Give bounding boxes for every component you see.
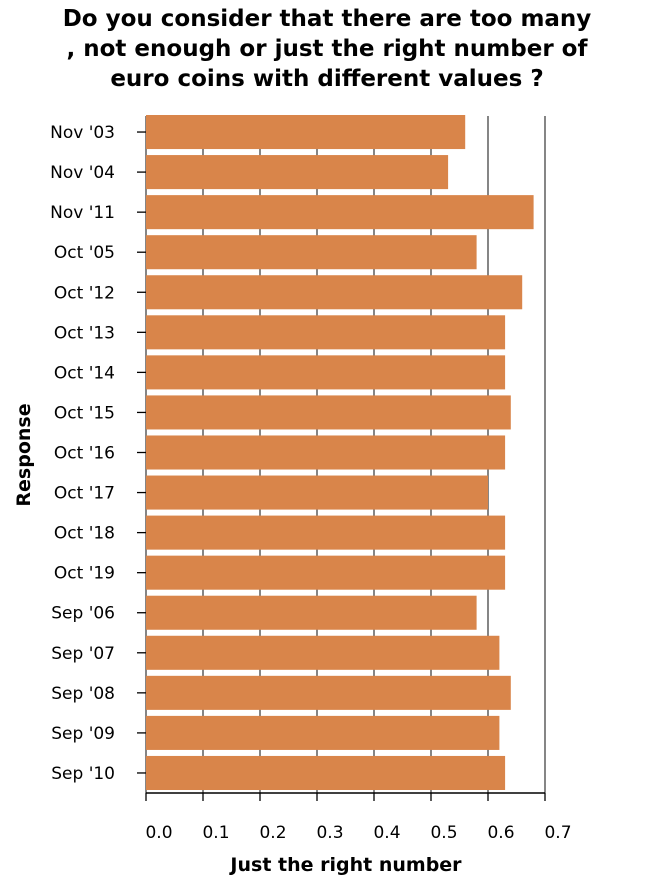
x-tick-label: 0.7 bbox=[544, 823, 571, 843]
bar bbox=[146, 355, 506, 390]
bar bbox=[146, 195, 534, 230]
chart-title: Do you consider that there are too many … bbox=[62, 6, 592, 92]
bar bbox=[146, 275, 523, 310]
bar bbox=[146, 475, 488, 510]
bar bbox=[146, 515, 506, 550]
y-tick-label: Sep '07 bbox=[51, 644, 115, 664]
bars bbox=[146, 115, 534, 790]
bar bbox=[146, 635, 500, 670]
y-tick-label: Oct '14 bbox=[54, 363, 115, 383]
y-tick-label: Sep '10 bbox=[51, 764, 115, 784]
y-tick-label: Oct '15 bbox=[54, 403, 115, 423]
bar bbox=[146, 115, 466, 150]
bar bbox=[146, 595, 477, 630]
bar bbox=[146, 675, 511, 710]
x-axis-title: Just the right number bbox=[228, 854, 462, 876]
x-tick-label: 0.6 bbox=[487, 823, 514, 843]
x-tick-label: 0.0 bbox=[145, 823, 172, 843]
x-tick-label: 0.1 bbox=[202, 823, 229, 843]
bar bbox=[146, 435, 506, 470]
tick-labels: 0.0 0.1 0.2 0.3 0.4 0.5 0.6 0.7 Nov '03 Nov '04 No… bbox=[50, 123, 571, 843]
y-tick-label: Oct '13 bbox=[54, 323, 115, 343]
x-tick-label: 0.3 bbox=[316, 823, 343, 843]
y-tick-label: Nov '04 bbox=[50, 163, 115, 183]
y-tick-label: Oct '18 bbox=[54, 524, 115, 544]
x-tick-label: 0.4 bbox=[373, 823, 400, 843]
y-tick-label: Oct '17 bbox=[54, 484, 115, 504]
y-tick-label: Sep '08 bbox=[51, 684, 115, 704]
y-tick-label: Oct '16 bbox=[54, 444, 115, 464]
bar bbox=[146, 155, 449, 190]
bar bbox=[146, 715, 500, 750]
bar bbox=[146, 555, 506, 590]
bar bbox=[146, 395, 511, 430]
bar bbox=[146, 315, 506, 350]
y-tick-label: Sep '09 bbox=[51, 724, 115, 744]
x-tick-label: 0.5 bbox=[430, 823, 457, 843]
bar bbox=[146, 235, 477, 270]
y-tick-label: Nov '11 bbox=[50, 203, 115, 223]
y-tick-label: Oct '05 bbox=[54, 243, 115, 263]
y-tick-label: Oct '12 bbox=[54, 283, 115, 303]
axes bbox=[137, 131, 546, 801]
bar bbox=[146, 755, 506, 790]
y-tick-label: Oct '19 bbox=[54, 564, 115, 584]
y-tick-label: Sep '06 bbox=[51, 604, 115, 624]
y-tick-label: Nov '03 bbox=[50, 123, 115, 143]
x-tick-label: 0.2 bbox=[259, 823, 286, 843]
y-axis-title: Response bbox=[13, 403, 35, 506]
